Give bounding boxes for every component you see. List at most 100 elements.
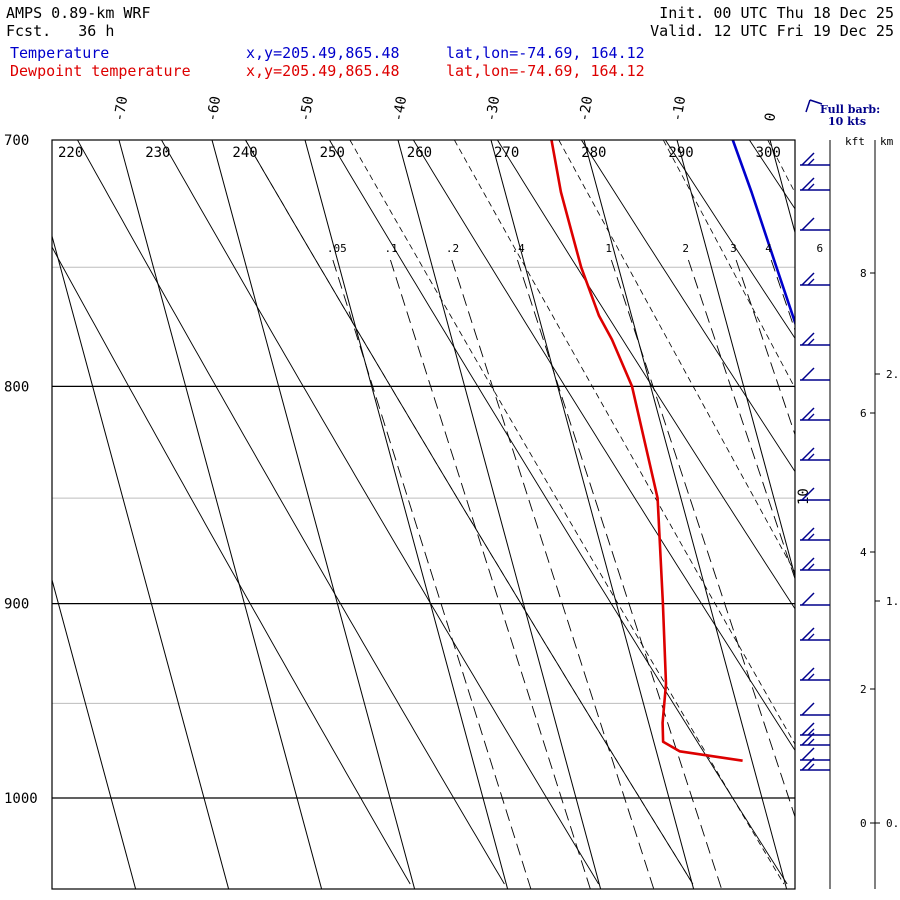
kft-tick-label: 2 [860, 683, 867, 696]
dry-adiabat-line [161, 140, 599, 885]
wind-barb [800, 152, 830, 166]
wind-barb-flag [801, 757, 815, 771]
isotherm-line [304, 140, 509, 889]
isotherm-line [863, 140, 900, 889]
dry-adiabat-line [329, 140, 788, 885]
wind-barb-flag [801, 367, 815, 381]
wind-barb [800, 527, 830, 541]
isotherm-line [52, 234, 230, 889]
mixing-ratio-line [517, 259, 723, 889]
mixing-ratio-line [687, 259, 795, 581]
temperature-xy: x,y=205.49,865.48 [246, 44, 400, 62]
isotherm-line [211, 140, 416, 889]
wind-barb [800, 627, 830, 641]
wind-barb [800, 177, 830, 191]
isotherm-line [52, 577, 137, 889]
side-label: 10 [796, 488, 812, 505]
mixing-ratio-label: 1 [605, 242, 612, 255]
wind-barb-flag [801, 407, 815, 421]
isotherm-line [676, 140, 795, 579]
isotherm-700-label: 280 [581, 145, 606, 161]
dry-adiabat-line [52, 246, 411, 885]
mixing-ratio-label: .05 [327, 242, 347, 255]
wind-barb-half-flag [807, 338, 815, 346]
barb-note-flag [809, 99, 823, 105]
wind-barb [800, 757, 830, 771]
temperature-tick-label: -10 [669, 95, 689, 123]
temperature-tick-label: -60 [204, 95, 224, 123]
wind-barb-flag [801, 732, 815, 746]
isotherm-line [0, 140, 43, 889]
kft-tick-label: 8 [860, 267, 867, 280]
mixing-ratio-line [770, 259, 795, 332]
mixing-ratio-label: 4 [765, 242, 772, 255]
isotherm-700-label: 240 [232, 145, 257, 161]
wind-barb-half-flag [807, 158, 815, 166]
temperature-tick-label: -50 [297, 95, 317, 123]
wind-barb [800, 702, 830, 716]
isotherm-line [490, 140, 695, 889]
wind-barb-half-flag [807, 728, 815, 736]
isotherm-line [583, 140, 788, 889]
wind-barb-half-flag [807, 633, 815, 641]
mixing-ratio-label: .1 [384, 242, 397, 255]
km-tick-label: 0. [886, 817, 899, 830]
wind-barb-flag [801, 722, 815, 736]
wind-barb [800, 667, 830, 681]
km-tick-label: 1. [886, 595, 899, 608]
wind-barb-flag [801, 557, 815, 571]
wind-barb [800, 592, 830, 606]
moist-adiabat-line [767, 140, 795, 194]
wind-barb-flag [801, 527, 815, 541]
moist-adiabat-line [558, 140, 795, 574]
wind-barb [800, 272, 830, 286]
temperature-profile-line [731, 140, 795, 327]
dewpoint-latlon: lat,lon=-74.69, 164.12 [446, 62, 645, 80]
dry-adiabat-line [413, 140, 795, 752]
wind-barb-half-flag [807, 533, 815, 541]
mixing-ratio-line [735, 259, 795, 437]
kft-tick-label: 6 [860, 407, 867, 420]
mixing-ratio-label: 3 [730, 242, 737, 255]
kft-axis-label: kft [845, 135, 865, 148]
wind-barb [800, 332, 830, 346]
wind-barb-half-flag [807, 738, 815, 746]
kft-tick-label: 4 [860, 546, 867, 559]
wind-barb-half-flag [807, 278, 815, 286]
wind-barb-flag [801, 667, 815, 681]
wind-barb-half-flag [807, 183, 815, 191]
wind-barb [800, 732, 830, 746]
isotherm-line [769, 140, 795, 235]
wind-barb [800, 447, 830, 461]
dewpoint-xy: x,y=205.49,865.48 [246, 62, 400, 80]
wind-barb-flag [801, 177, 815, 191]
wind-barb [800, 557, 830, 571]
pressure-tick-label: 900 [4, 597, 29, 613]
dry-adiabat-line [581, 140, 795, 473]
isotherm-700-label: 250 [320, 145, 345, 161]
moist-adiabat-line [662, 140, 795, 389]
isotherm-700-label: 270 [494, 145, 519, 161]
wind-barb-half-flag [807, 413, 815, 421]
mixing-ratio-line [610, 259, 795, 819]
wind-barb-flag [801, 592, 815, 606]
temperature-tick-label: -40 [390, 95, 410, 123]
wind-barb-flag [801, 487, 815, 501]
mixing-ratio-label: 6 [817, 242, 824, 255]
init-time: Init. 00 UTC Thu 18 Dec 25 [659, 4, 894, 22]
wind-barb-flag [801, 332, 815, 346]
dewpoint-profile-line [550, 140, 743, 762]
km-tick-label: 2. [886, 368, 899, 381]
wind-barb-half-flag [807, 563, 815, 571]
wind-barb [800, 747, 830, 761]
forecast-hour: Fcst. 36 h [6, 22, 115, 40]
isotherm-700-label: 300 [756, 145, 781, 161]
km-axis-label: km [880, 135, 894, 148]
mixing-ratio-label: .4 [511, 242, 525, 255]
dry-adiabat-line [665, 140, 795, 340]
isotherm-700-label: 220 [58, 145, 83, 161]
wind-barb [800, 407, 830, 421]
barb-note-staff [805, 99, 811, 113]
moist-adiabat-line [454, 140, 795, 745]
